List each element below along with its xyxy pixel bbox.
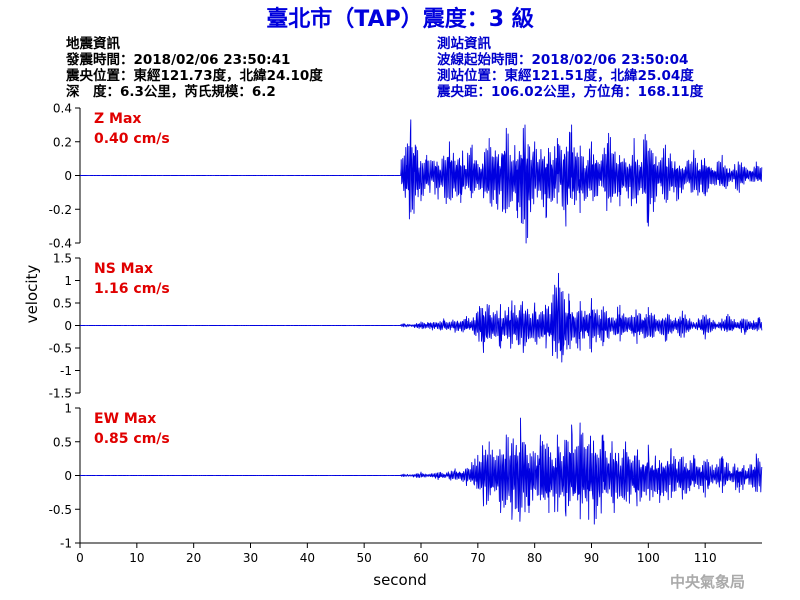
x-tick-label: 20	[186, 551, 201, 565]
panel-max-label: 1.16 cm/s	[94, 281, 170, 297]
y-tick-label: -0.5	[49, 342, 72, 356]
earthquake-origin-time: 發震時間：2018/02/06 23:50:41	[65, 51, 290, 68]
panel-name-label: NS Max	[94, 261, 153, 277]
panel-2: -1.5 -1 -0.5 0 0.5 1 1.5 NS Max 1.16 cm/s	[49, 252, 763, 401]
y-tick-label: 0	[64, 169, 72, 183]
y-tick-label: 0.5	[53, 435, 72, 449]
x-tick-label: 70	[470, 551, 485, 565]
earthquake-info: 地震資訊 發震時間：2018/02/06 23:50:41 震央位置：東經121…	[65, 35, 323, 100]
panel-max-label: 0.85 cm/s	[94, 431, 170, 447]
y-axis-label: velocity	[23, 265, 41, 324]
y-tick-label: -0.5	[49, 503, 72, 517]
seismogram-panels: -0.4 -0.2 0 0.2 0.4 Z Max 0.40 cm/s -1.5 -1 -0.5 0…	[49, 102, 763, 565]
earthquake-epicenter: 震央位置：東經121.73度，北緯24.10度	[65, 67, 323, 84]
y-tick-label: -1.5	[49, 387, 72, 401]
panel-name-label: EW Max	[94, 411, 156, 427]
station-onset-time: 波線起始時間：2018/02/06 23:50:04	[437, 51, 688, 68]
x-tick-label: 30	[243, 551, 258, 565]
y-tick-label: 1	[64, 274, 72, 288]
y-tick-label: -0.4	[49, 237, 72, 251]
chart-title: 臺北市（TAP）震度：3 級	[266, 6, 533, 32]
y-tick-label: 0.5	[53, 297, 72, 311]
velocity-trace	[79, 272, 763, 363]
x-tick-label: 10	[129, 551, 144, 565]
x-tick-label: 100	[637, 551, 660, 565]
y-tick-label: 1.5	[53, 252, 72, 266]
station-distance-azimuth: 震央距：106.02公里，方位角：168.11度	[436, 83, 704, 100]
station-location: 測站位置：東經121.51度，北緯25.04度	[437, 67, 694, 84]
x-tick-label: 0	[76, 551, 84, 565]
watermark: 中央氣象局	[670, 573, 745, 591]
earthquake-info-heading: 地震資訊	[66, 35, 120, 52]
velocity-trace	[79, 417, 763, 525]
y-tick-label: -0.2	[49, 203, 72, 217]
x-tick-label: 110	[694, 551, 717, 565]
x-tick-label: 40	[300, 551, 315, 565]
x-tick-label: 90	[584, 551, 599, 565]
earthquake-depth-magnitude: 深 度：6.3公里，芮氏規模：6.2	[66, 83, 276, 100]
y-tick-label: -1	[60, 537, 72, 551]
velocity-trace	[80, 119, 763, 244]
y-tick-label: -1	[60, 364, 72, 378]
y-tick-label: 0.2	[53, 135, 72, 149]
panel-max-label: 0.40 cm/s	[94, 131, 170, 147]
panel-1: -0.4 -0.2 0 0.2 0.4 Z Max 0.40 cm/s	[49, 102, 763, 251]
panel-name-label: Z Max	[94, 111, 141, 127]
x-tick-label: 50	[357, 551, 372, 565]
station-info: 測站資訊 波線起始時間：2018/02/06 23:50:04 測站位置：東經1…	[436, 35, 704, 100]
x-tick-label: 60	[413, 551, 428, 565]
station-info-heading: 測站資訊	[437, 35, 491, 52]
y-tick-label: 1	[64, 402, 72, 416]
x-axis-ticks: 0 10 20 30 40 50 60 70 80 90 100 110	[76, 543, 717, 565]
y-tick-label: 0.4	[53, 102, 72, 116]
x-tick-label: 80	[527, 551, 542, 565]
y-tick-label: 0	[64, 319, 72, 333]
y-tick-label: 0	[64, 469, 72, 483]
x-axis-label: second	[373, 571, 427, 589]
